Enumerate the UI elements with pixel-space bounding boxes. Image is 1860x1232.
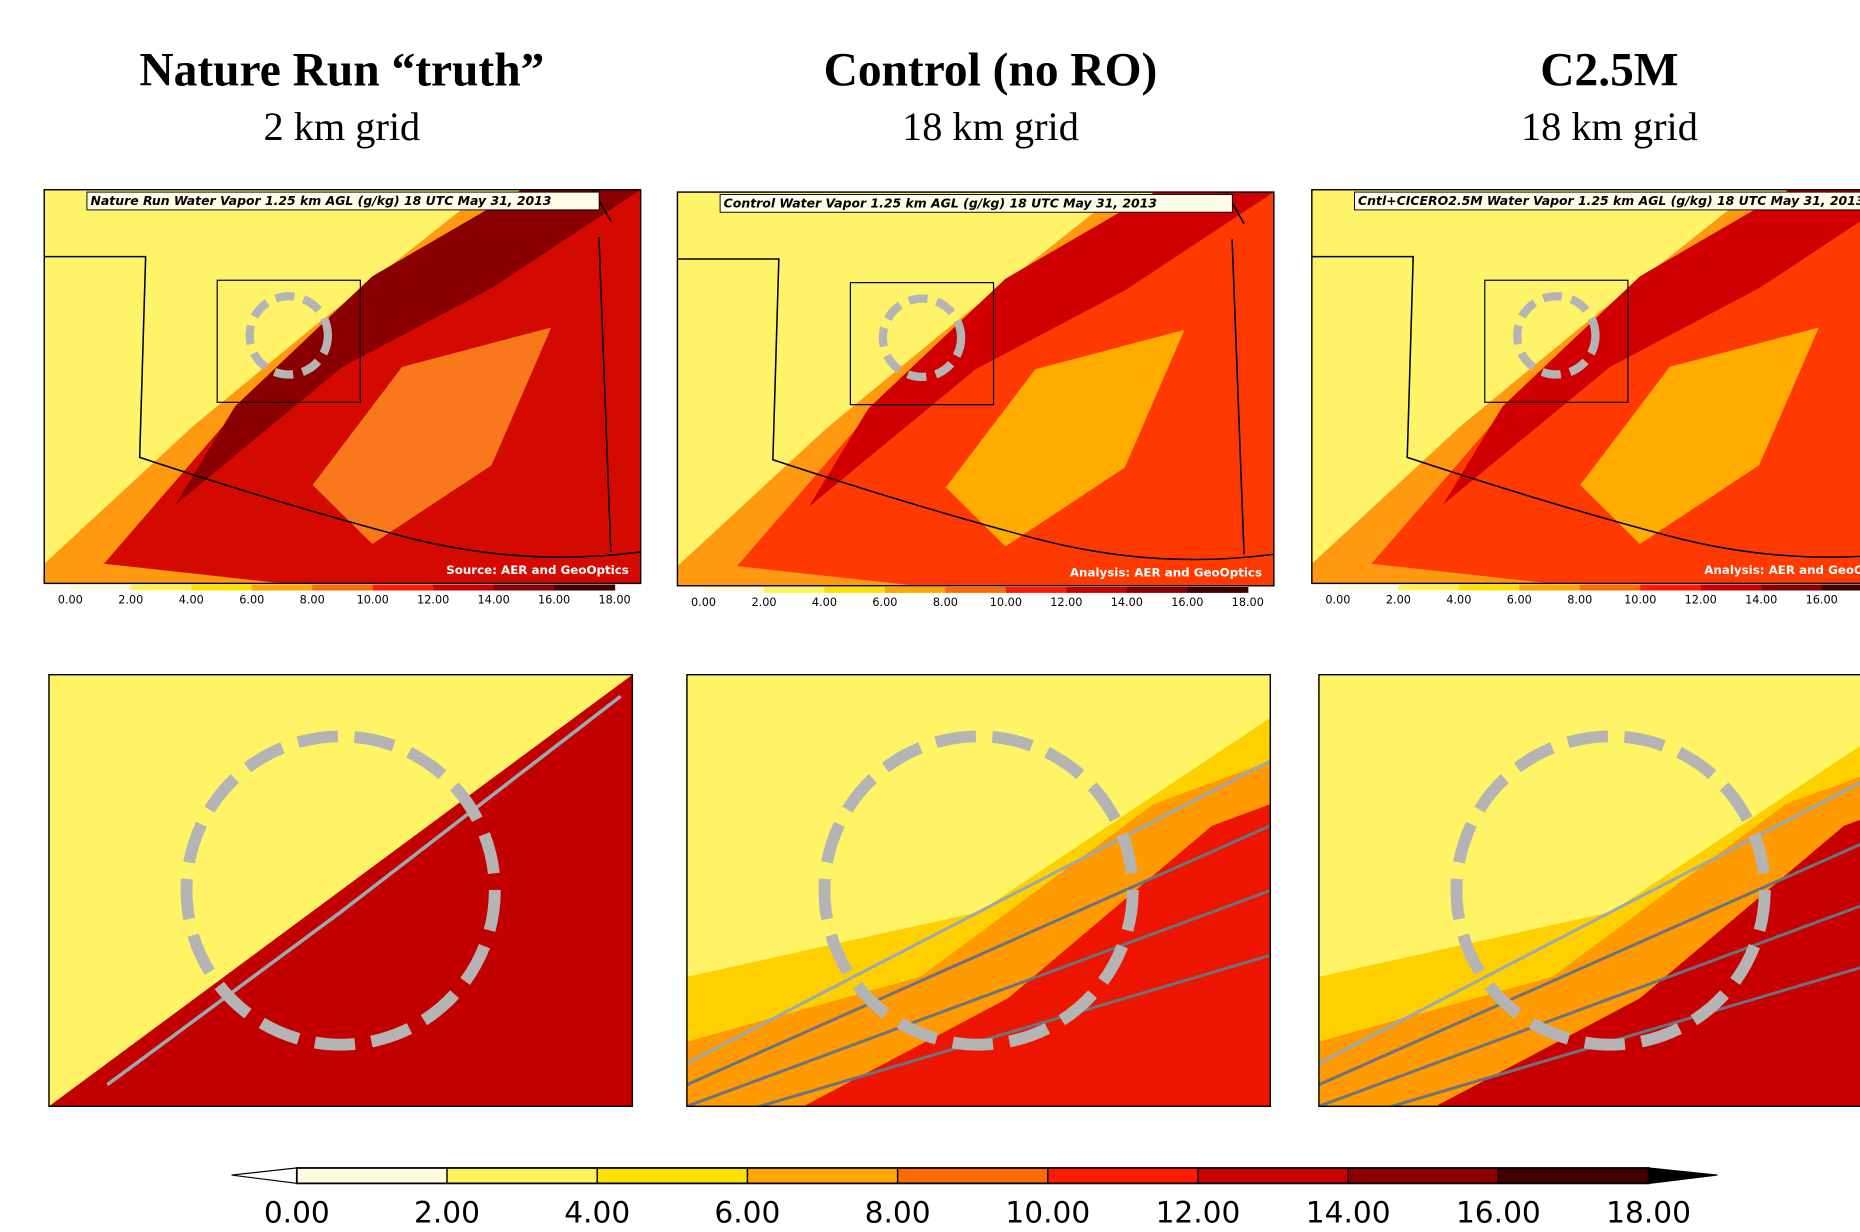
colorbar-swatch	[1761, 585, 1822, 591]
map-header: Cntl+CICERO2.5M Water Vapor 1.25 km AGL …	[1358, 193, 1860, 208]
colorbar-tick-label: 4.00	[1446, 594, 1471, 607]
panel-title: Nature Run “truth”	[139, 44, 544, 96]
colorbar-swatch	[824, 587, 885, 593]
colorbar-swatch	[1338, 585, 1399, 591]
colorbar-swatch	[1198, 1168, 1349, 1183]
map: Nature Run Water Vapor 1.25 km AGL (g/kg…	[44, 190, 640, 584]
panel-subtitle: 2 km grid	[264, 104, 421, 149]
colorbar-tick-label: 0.00	[691, 596, 716, 609]
zoom-map	[687, 675, 1270, 1128]
colorbar-tick-label: 18.00	[1606, 1195, 1691, 1230]
colorbar-extend-low	[232, 1168, 297, 1183]
map: Control Water Vapor 1.25 km AGL (g/kg) 1…	[677, 192, 1273, 586]
colorbar-swatch	[373, 585, 434, 591]
colorbar-tick-label: 18.00	[1232, 596, 1264, 609]
colorbar-tick-label: 2.00	[751, 596, 776, 609]
colorbar-tick-label: 2.00	[1386, 594, 1411, 607]
colorbar-tick-label: 2.00	[118, 594, 143, 607]
colorbar-swatch	[1701, 585, 1762, 591]
panel-subtitle: 18 km grid	[1521, 104, 1698, 149]
colorbar-tick-label: 0.00	[264, 1195, 330, 1230]
colorbar-tick-label: 6.00	[239, 594, 264, 607]
colorbar-swatch	[704, 587, 765, 593]
colorbar-tick-label: 10.00	[357, 594, 389, 607]
colorbar-tick-label: 0.00	[58, 594, 83, 607]
colorbar-swatch	[1187, 587, 1248, 593]
colorbar-tick-label: 6.00	[714, 1195, 780, 1230]
colorbar-tick-label: 16.00	[1456, 1195, 1541, 1230]
panel-title: Control (no RO)	[824, 44, 1158, 96]
colorbar-tick-label: 2.00	[414, 1195, 480, 1230]
colorbar-swatch	[764, 587, 825, 593]
colorbar-tick-label: 8.00	[1567, 594, 1592, 607]
colorbar-tick-label: 16.00	[538, 594, 570, 607]
colorbar-tick-label: 16.00	[1171, 596, 1203, 609]
colorbar-swatch	[131, 585, 192, 591]
panel-title: C2.5M	[1540, 44, 1678, 96]
colorbar-swatch	[885, 587, 946, 593]
colorbar-swatch	[1398, 585, 1459, 591]
colorbar-tick-label: 12.00	[1156, 1195, 1241, 1230]
colorbar-tick-label: 4.00	[812, 596, 837, 609]
colorbar-tick-label: 14.00	[1306, 1195, 1391, 1230]
colorbar-swatch	[1498, 1168, 1649, 1183]
colorbar-swatch	[1580, 585, 1641, 591]
colorbar-tick-label: 4.00	[179, 594, 204, 607]
colorbar-tick-label: 8.00	[933, 596, 958, 609]
colorbar-swatch	[1459, 585, 1520, 591]
colorbar-swatch	[252, 585, 313, 591]
colorbar-tick-label: 14.00	[478, 594, 510, 607]
colorbar-swatch	[494, 585, 555, 591]
colorbar-swatch	[447, 1168, 598, 1183]
map: Cntl+CICERO2.5M Water Vapor 1.25 km AGL …	[1312, 190, 1860, 584]
colorbar-tick-label: 12.00	[417, 594, 449, 607]
colorbar-tick-label: 16.00	[1806, 594, 1838, 607]
colorbar-swatch	[1822, 585, 1860, 591]
colorbar-swatch	[297, 1168, 448, 1183]
colorbar-swatch	[747, 1168, 898, 1183]
colorbar-tick-label: 6.00	[872, 596, 897, 609]
colorbar-tick-label: 12.00	[1050, 596, 1082, 609]
colorbar-swatch	[1519, 585, 1580, 591]
map-source: Analysis: AER and GeoOptics	[1070, 565, 1262, 579]
colorbar-tick-label: 10.00	[1005, 1195, 1090, 1230]
colorbar-swatch	[1048, 1168, 1199, 1183]
map-source: Source: AER and GeoOptics	[446, 563, 629, 577]
colorbar-tick-label: 6.00	[1507, 594, 1532, 607]
colorbar-swatch	[70, 585, 131, 591]
colorbar-tick-label: 8.00	[300, 594, 325, 607]
colorbar-tick-label: 14.00	[1745, 594, 1777, 607]
zoom-map	[1319, 675, 1860, 1128]
colorbar-tick-label: 14.00	[1111, 596, 1143, 609]
colorbar-swatch	[945, 587, 1006, 593]
colorbar-swatch	[433, 585, 494, 591]
map-header: Nature Run Water Vapor 1.25 km AGL (g/kg…	[90, 193, 551, 208]
colorbar-swatch	[898, 1168, 1049, 1183]
colorbar-tick-label: 4.00	[564, 1195, 630, 1230]
colorbar-swatch	[1348, 1168, 1499, 1183]
colorbar-tick-label: 10.00	[990, 596, 1022, 609]
colorbar-tick-label: 10.00	[1624, 594, 1656, 607]
figure: Nature Run “truth” 2 km grid Nature Run Wa…	[0, 0, 1860, 1232]
colorbar-swatch	[1640, 585, 1701, 591]
colorbar-swatch	[191, 585, 252, 591]
colorbar-swatch	[554, 585, 615, 591]
colorbar-swatch	[312, 585, 373, 591]
colorbar-tick-label: 8.00	[865, 1195, 931, 1230]
map-source: Analysis: AER and GeoOptics	[1704, 563, 1860, 577]
colorbar-swatch	[597, 1168, 748, 1183]
colorbar-tick-label: 12.00	[1685, 594, 1717, 607]
map-header: Control Water Vapor 1.25 km AGL (g/kg) 1…	[724, 196, 1157, 211]
colorbar-swatch	[1006, 587, 1067, 593]
panel-subtitle: 18 km grid	[902, 104, 1079, 149]
colorbar-tick-label: 0.00	[1325, 594, 1350, 607]
zoom-map	[49, 675, 632, 1107]
colorbar-extend-high	[1649, 1168, 1718, 1183]
colorbar-tick-label: 18.00	[598, 594, 630, 607]
colorbar-swatch	[1127, 587, 1188, 593]
colorbar-swatch	[1066, 587, 1127, 593]
